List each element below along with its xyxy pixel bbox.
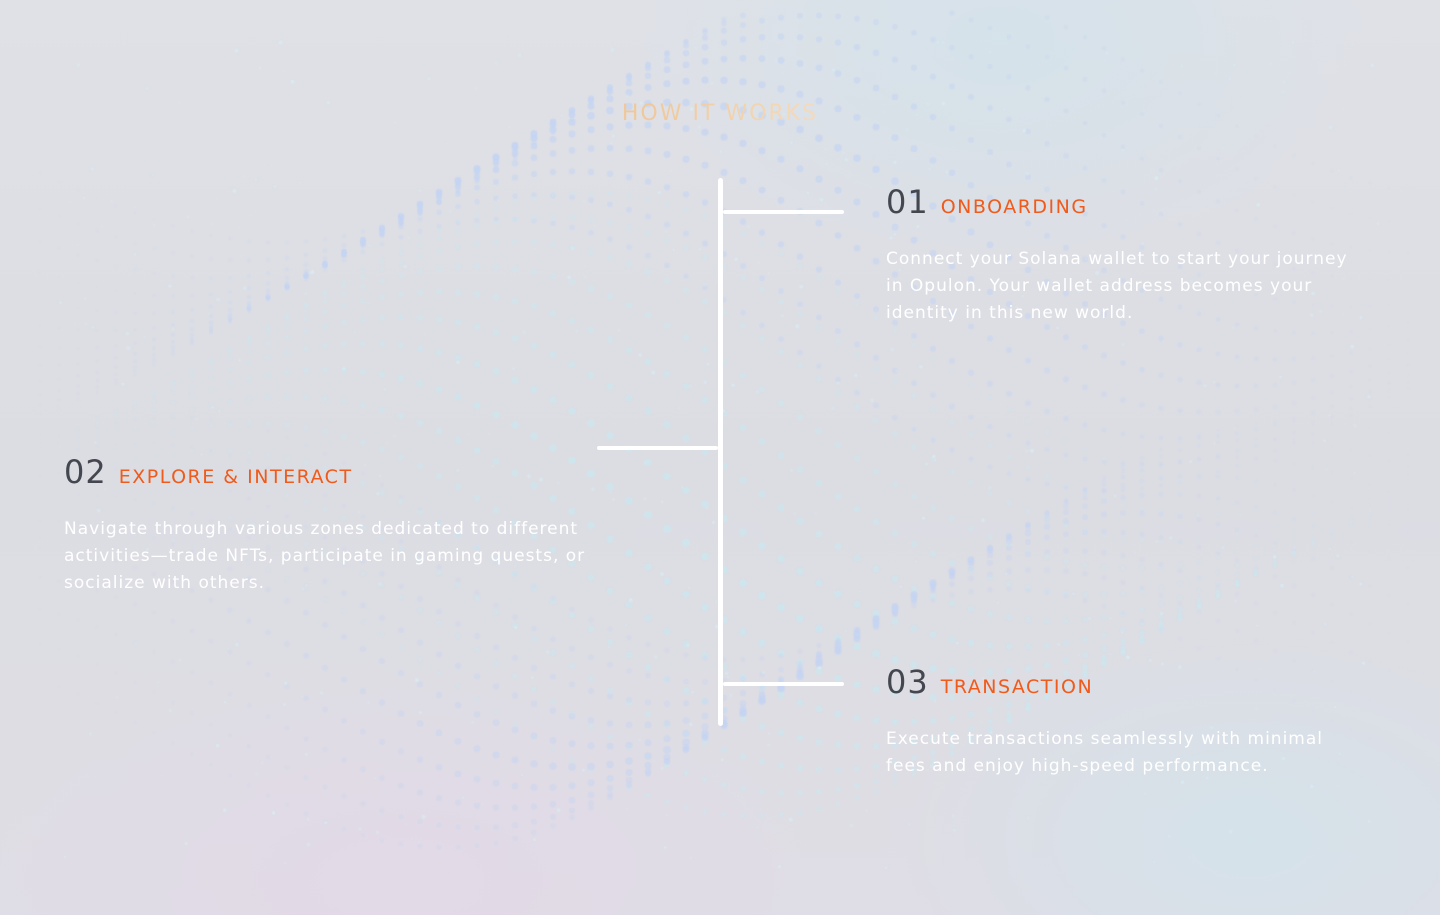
timeline-connector-01 (723, 210, 844, 214)
step-explore-interact: 02 EXPLORE & INTERACT Navigate through v… (64, 456, 604, 597)
timeline-connector-02 (597, 446, 718, 450)
step-number: 02 (64, 453, 107, 491)
step-transaction: 03 TRANSACTION Execute transactions seam… (886, 666, 1356, 780)
step-description: Navigate through various zones dedicated… (64, 519, 586, 593)
step-number: 01 (886, 183, 929, 221)
step-title: EXPLORE & INTERACT (118, 466, 353, 488)
timeline-connector-03 (723, 682, 844, 686)
step-description: Connect your Solana wallet to start your… (886, 249, 1348, 323)
section-title: HOW IT WORKS (0, 101, 1440, 126)
step-number: 03 (886, 663, 929, 701)
timeline-line (718, 178, 723, 726)
step-title: TRANSACTION (940, 676, 1094, 698)
step-title: ONBOARDING (940, 196, 1088, 218)
step-onboarding: 01 ONBOARDING Connect your Solana wallet… (886, 186, 1366, 327)
step-description: Execute transactions seamlessly with min… (886, 729, 1324, 776)
